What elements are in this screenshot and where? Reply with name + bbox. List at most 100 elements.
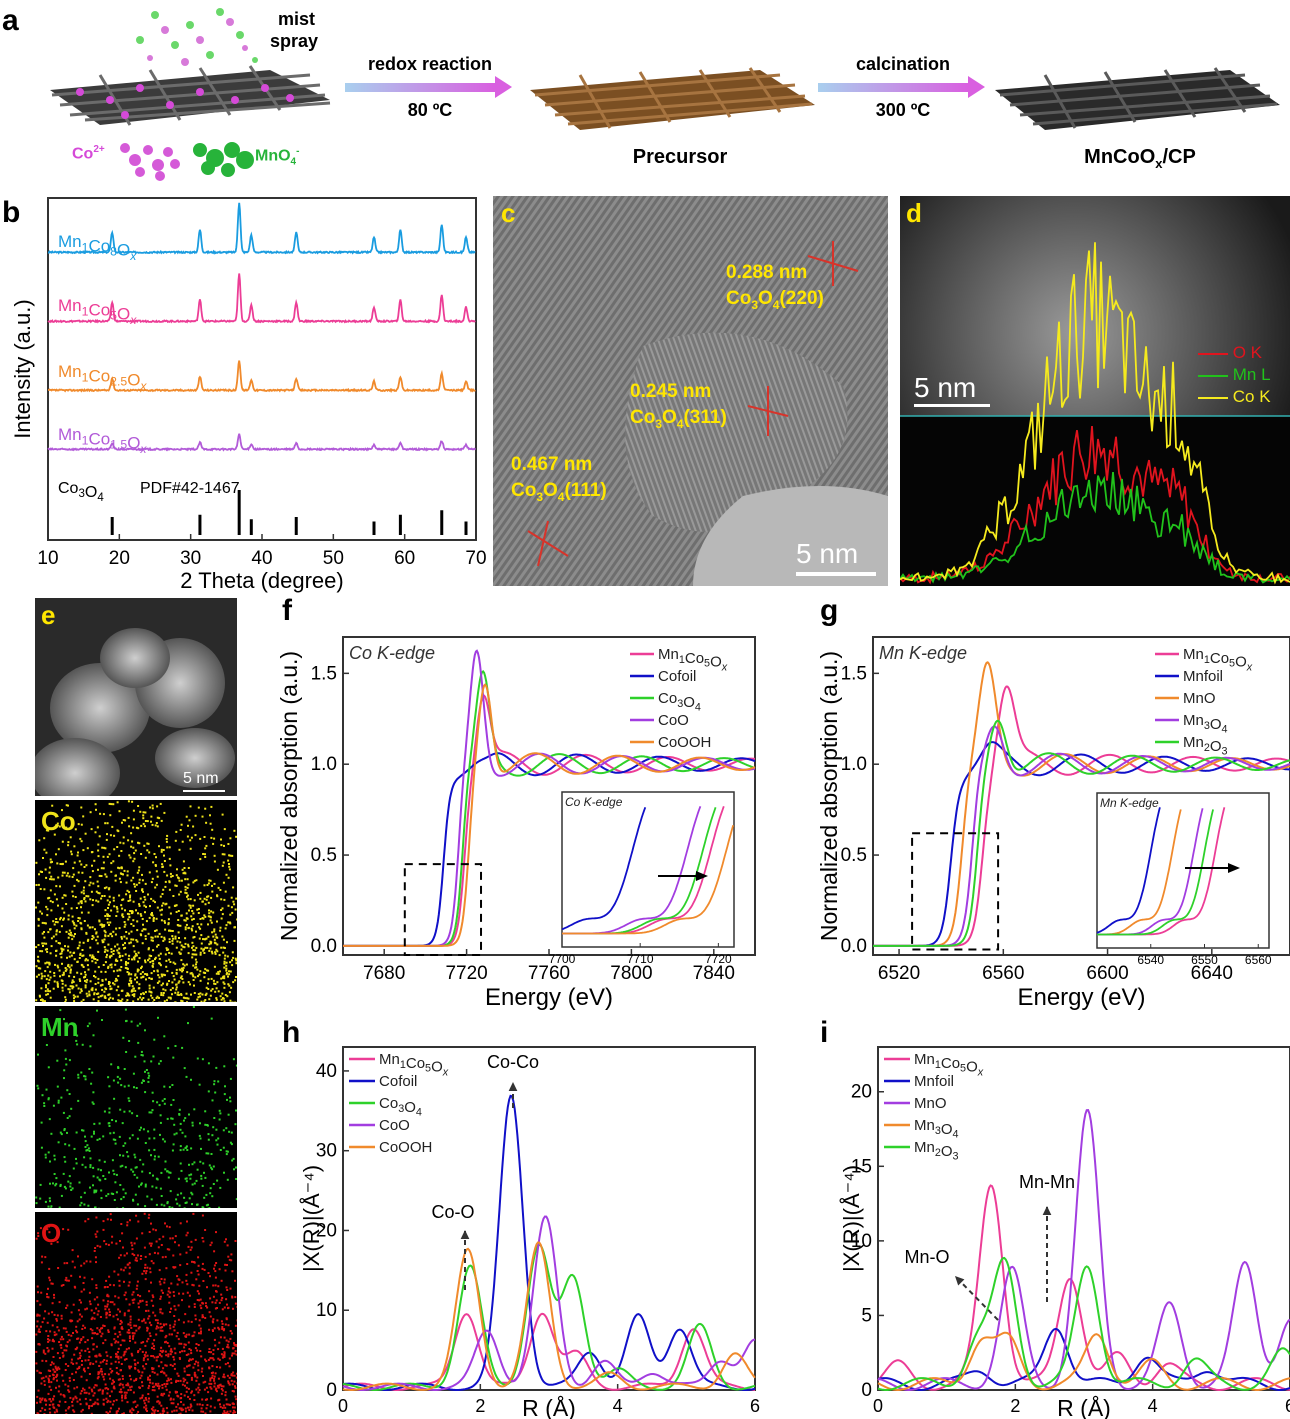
map-pixel: [66, 1117, 69, 1119]
map-pixel: [212, 1295, 215, 1298]
map-pixel: [96, 959, 99, 961]
map-pixel: [128, 932, 131, 935]
map-pixel: [117, 1373, 120, 1376]
precursor-caption: Precursor: [632, 146, 728, 168]
map-pixel: [147, 1378, 149, 1381]
map-pixel: [119, 1333, 122, 1336]
map-pixel: [70, 1189, 73, 1191]
map-pixel: [100, 875, 103, 877]
map-pixel: [112, 997, 114, 1000]
map-pixel: [136, 981, 139, 984]
map-pixel: [115, 1355, 118, 1358]
map-pixel: [49, 1363, 52, 1366]
map-pixel: [101, 1327, 104, 1330]
map-pixel: [231, 1374, 234, 1377]
map-pixel: [107, 934, 110, 937]
map-pixel: [115, 1367, 118, 1369]
map-pixel: [214, 951, 217, 954]
map-pixel: [87, 1359, 90, 1362]
map-pixel: [198, 1403, 201, 1406]
map-pixel: [82, 1368, 85, 1371]
map-pixel: [58, 1357, 61, 1359]
map-pixel: [203, 1171, 205, 1174]
map-pixel: [89, 811, 92, 814]
map-pixel: [55, 1386, 57, 1389]
map-pixel: [84, 1135, 86, 1138]
map-pixel: [130, 832, 133, 835]
map-pixel: [64, 1143, 67, 1146]
map-pixel: [157, 1355, 160, 1358]
map-pixel: [234, 1302, 237, 1305]
map-pixel: [188, 1358, 191, 1361]
map-pixel: [35, 965, 38, 968]
map-pixel: [67, 945, 70, 948]
map-pixel: [209, 1386, 212, 1389]
map-pixel: [137, 869, 140, 872]
map-pixel: [171, 1333, 173, 1336]
map-pixel: [41, 1094, 44, 1097]
map-pixel: [144, 991, 147, 994]
map-pixel: [169, 1363, 172, 1366]
map-pixel: [58, 1206, 61, 1208]
map-pixel: [40, 1261, 43, 1264]
map-pixel: [39, 1397, 42, 1400]
map-pixel: [151, 1294, 154, 1297]
map-pixel: [172, 1356, 175, 1358]
map-pixel: [217, 1137, 220, 1140]
map-pixel: [118, 999, 121, 1002]
map-pixel: [160, 1361, 163, 1364]
map-pixel: [84, 1140, 87, 1143]
legend-label: Mnfoil: [1183, 668, 1223, 685]
map-pixel: [151, 1346, 153, 1349]
map-pixel: [83, 976, 85, 979]
map-pixel: [83, 1388, 86, 1391]
map-pixel: [111, 1119, 114, 1121]
map-pixel: [128, 1281, 131, 1284]
map-pixel: [53, 833, 56, 836]
map-pixel: [98, 1329, 101, 1332]
map-pixel: [63, 1185, 66, 1188]
map-pixel: [215, 1128, 218, 1131]
map-pixel: [225, 1318, 228, 1321]
legend-label: Mn1Co5Ox: [379, 1051, 449, 1078]
map-pixel: [191, 1390, 193, 1393]
map-pixel: [189, 847, 192, 850]
map-pixel: [128, 891, 131, 894]
map-pixel: [110, 1344, 113, 1347]
haadf-image: e 5 nm: [35, 598, 237, 796]
map-pixel: [80, 911, 83, 914]
edge-annotation: Co K-edge: [349, 643, 435, 663]
map-pixel: [62, 1355, 65, 1358]
map-pixel: [45, 1403, 47, 1406]
map-pixel: [47, 1066, 50, 1069]
map-pixel: [205, 821, 208, 824]
map-pixel: [179, 976, 182, 979]
map-pixel: [80, 891, 83, 894]
map-pixel: [186, 1365, 188, 1368]
map-pixel: [45, 978, 48, 981]
map-pixel: [116, 1410, 119, 1413]
map-pixel: [153, 1410, 156, 1413]
map-pixel: [213, 854, 216, 857]
map-pixel: [169, 912, 172, 915]
map-pixel: [218, 1384, 221, 1387]
map-pixel: [80, 988, 83, 991]
map-pixel: [217, 1080, 220, 1083]
map-pixel: [51, 1311, 54, 1314]
map-pixel: [80, 1196, 83, 1199]
map-pixel: [46, 961, 48, 964]
map-pixel: [92, 1362, 95, 1365]
map-pixel: [196, 1403, 199, 1406]
map-pixel: [102, 925, 105, 928]
map-pixel: [49, 858, 52, 861]
map-pixel: [72, 1409, 75, 1412]
map-pixel: [95, 1360, 98, 1363]
map-pixel: [175, 1405, 178, 1408]
map-pixel: [65, 826, 68, 829]
plane-220-sub1: 3: [751, 297, 759, 312]
map-pixel: [102, 855, 105, 858]
map-pixel: [201, 1262, 204, 1265]
map-pixel: [152, 899, 155, 902]
map-pixel: [65, 1344, 68, 1347]
